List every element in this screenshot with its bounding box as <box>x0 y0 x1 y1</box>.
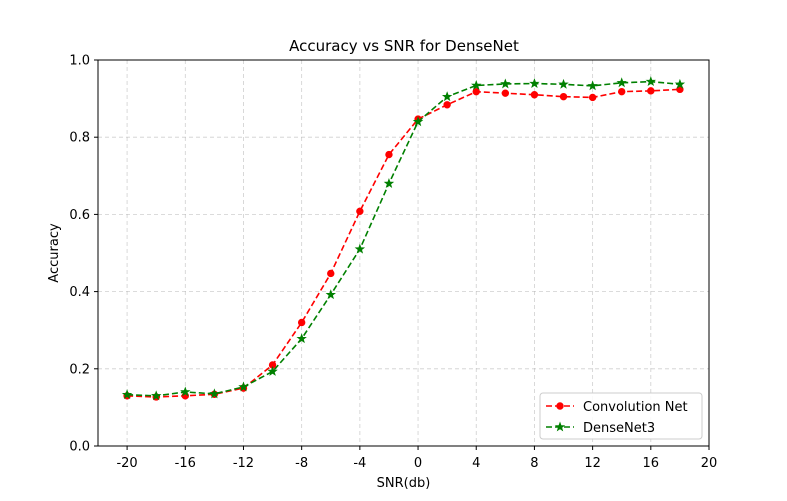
data-point-densenet3 <box>121 389 133 400</box>
legend-box <box>539 392 703 440</box>
data-point-densenet3 <box>587 80 598 91</box>
plot-area <box>97 59 710 447</box>
data-point-densenet3 <box>412 116 424 127</box>
x-tick-label: -8 <box>295 456 308 471</box>
data-point-convolution-net <box>559 92 568 101</box>
data-point-convolution-net <box>472 87 480 96</box>
data-point-densenet3 <box>150 390 162 401</box>
x-tick-label: 12 <box>584 456 601 471</box>
y-tick-label: 0.8 <box>69 131 90 146</box>
series-line-densenet3 <box>127 80 680 397</box>
y-tick-label: 0.2 <box>69 362 90 377</box>
y-tick-label: 0.4 <box>69 285 90 300</box>
data-point-densenet3 <box>471 80 482 90</box>
x-axis: -20 -16 -12 -8 -4 0 4 8 12 16 20 <box>116 446 717 471</box>
data-point-convolution-net <box>530 91 539 99</box>
y-tick-label: 1.0 <box>69 54 90 69</box>
x-tick-label: 4 <box>472 456 480 471</box>
legend: Convolution Net DenseNet3 <box>539 392 703 440</box>
x-tick-label: 0 <box>414 456 422 471</box>
y-axis: 0.0 0.2 0.4 0.6 0.8 1.0 <box>69 54 98 455</box>
y-tick-label: 0.0 <box>69 440 90 455</box>
series-densenet3 <box>121 76 686 401</box>
data-point-densenet3 <box>209 388 220 399</box>
x-tick-label: -12 <box>233 456 254 471</box>
data-point-convolution-net <box>618 87 626 96</box>
x-axis-label: SNR(db) <box>377 476 431 491</box>
data-point-convolution-net <box>443 101 451 109</box>
data-point-densenet3 <box>180 386 191 397</box>
data-point-densenet3 <box>238 381 249 392</box>
data-point-convolution-net <box>647 87 655 95</box>
data-point-convolution-net <box>588 93 597 102</box>
series-line-convolution-net <box>127 88 680 398</box>
chart-title: Accuracy vs SNR for DenseNet <box>289 37 519 55</box>
series-convolution-net <box>123 85 684 401</box>
data-point-densenet3 <box>296 333 307 344</box>
data-point-densenet3 <box>441 91 453 102</box>
y-tick-label: 0.6 <box>69 208 90 223</box>
legend-marker-convolution-net <box>556 402 564 410</box>
data-point-convolution-net <box>297 318 306 327</box>
x-tick-label: -20 <box>116 456 137 471</box>
data-point-densenet3 <box>645 76 657 87</box>
y-axis-label: Accuracy <box>47 223 62 283</box>
data-point-densenet3 <box>674 78 686 89</box>
series-layer <box>121 76 686 401</box>
data-point-densenet3 <box>267 366 278 376</box>
x-tick-label: 20 <box>701 456 718 471</box>
legend-marker-densenet3 <box>554 421 566 432</box>
legend-label-convolution-net: Convolution Net <box>583 400 688 415</box>
x-tick-label: 16 <box>643 456 660 471</box>
data-point-densenet3 <box>616 77 627 88</box>
data-point-densenet3 <box>558 78 569 89</box>
grid <box>98 59 710 447</box>
data-point-densenet3 <box>500 78 511 89</box>
x-tick-label: -4 <box>353 456 366 471</box>
data-point-densenet3 <box>529 78 540 88</box>
x-tick-label: 8 <box>530 456 538 471</box>
data-point-convolution-net <box>501 89 510 97</box>
legend-label-densenet3: DenseNet3 <box>583 421 655 436</box>
x-tick-label: -16 <box>175 456 196 471</box>
data-point-convolution-net <box>356 207 364 216</box>
data-point-densenet3 <box>354 243 366 254</box>
data-point-convolution-net <box>327 269 335 278</box>
data-point-convolution-net <box>385 150 393 159</box>
data-point-densenet3 <box>383 178 395 188</box>
data-point-densenet3 <box>325 289 336 300</box>
